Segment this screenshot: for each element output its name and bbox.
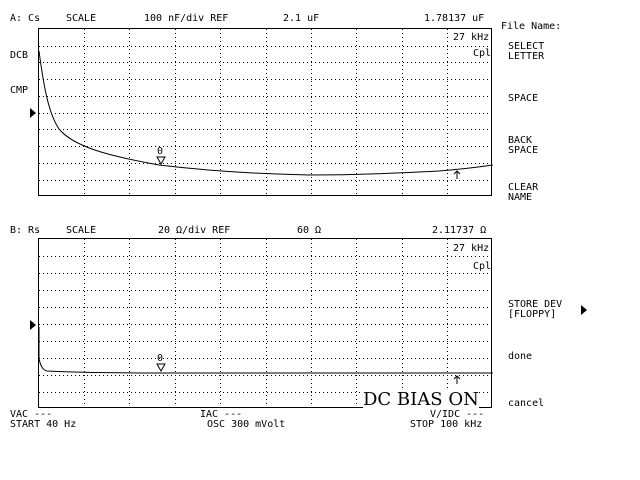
trace-a-marker-label: 0 bbox=[157, 146, 164, 157]
trace-b-curve bbox=[39, 327, 493, 374]
trace-b-per-div: 20 Ω/div REF bbox=[158, 225, 231, 236]
trace-b-graticule bbox=[39, 239, 493, 409]
space-softkey[interactable]: SPACE bbox=[508, 93, 539, 104]
trace-b-mode: Cpl bbox=[473, 261, 492, 272]
done-softkey[interactable]: done bbox=[508, 351, 533, 362]
trace-b-marker-label: 0 bbox=[157, 353, 164, 364]
trace-a-ref-value: 2.1 uF bbox=[283, 13, 320, 24]
trace-b-marker-value: 2.11737 Ω bbox=[432, 225, 487, 236]
trace-b-marker-icon bbox=[156, 363, 166, 373]
cmp-label: CMP bbox=[10, 85, 29, 96]
back-space-softkey[interactable]: BACK SPACE bbox=[508, 135, 539, 156]
softkey-title: File Name: bbox=[501, 21, 562, 32]
trace-a-marker-value: 1.78137 uF bbox=[424, 13, 485, 24]
iac-readout: IAC --- bbox=[200, 409, 243, 420]
ref-pointer-a-icon bbox=[30, 108, 36, 118]
trace-b-ref-value: 60 Ω bbox=[297, 225, 322, 236]
trace-b-active-marker-icon bbox=[453, 375, 461, 384]
trace-a-marker-freq: 27 kHz bbox=[453, 32, 490, 43]
trace-a-scale-label: SCALE bbox=[66, 13, 97, 24]
trace-a-channel: A: Cs bbox=[10, 13, 41, 24]
store-dev-submenu-icon bbox=[581, 305, 587, 315]
stop-frequency: STOP 100 kHz bbox=[410, 419, 483, 430]
trace-a-per-div: 100 nF/div REF bbox=[144, 13, 229, 24]
vidc-readout: V/IDC --- bbox=[430, 409, 485, 420]
cancel-softkey[interactable]: cancel bbox=[508, 398, 545, 409]
trace-b-plot[interactable]: 0 27 kHz Cpl DC BIAS ON bbox=[38, 238, 493, 410]
dcb-label: DCB bbox=[10, 50, 29, 61]
vac-readout: VAC --- bbox=[10, 409, 53, 420]
trace-a-marker-icon bbox=[156, 156, 166, 166]
trace-a-plot[interactable]: 0 27 kHz Cpl bbox=[38, 28, 493, 197]
trace-a-curve bbox=[39, 50, 493, 176]
clear-name-softkey[interactable]: CLEAR NAME bbox=[508, 182, 539, 203]
trace-b-channel: B: Rs bbox=[10, 225, 41, 236]
trace-a-active-marker-icon bbox=[453, 170, 461, 179]
dc-bias-indicator: DC BIAS ON bbox=[363, 389, 479, 410]
trace-a-mode: Cpl bbox=[473, 48, 492, 59]
select-letter-softkey[interactable]: SELECT LETTER bbox=[508, 41, 545, 62]
start-frequency: START 40 Hz bbox=[10, 419, 77, 430]
osc-level: OSC 300 mVolt bbox=[207, 419, 286, 430]
trace-b-scale-label: SCALE bbox=[66, 225, 97, 236]
trace-a-graticule bbox=[39, 29, 493, 197]
ref-pointer-b-icon bbox=[30, 320, 36, 330]
store-dev-softkey[interactable]: STORE DEV [FLOPPY] bbox=[508, 299, 563, 320]
trace-b-marker-freq: 27 kHz bbox=[453, 243, 490, 254]
